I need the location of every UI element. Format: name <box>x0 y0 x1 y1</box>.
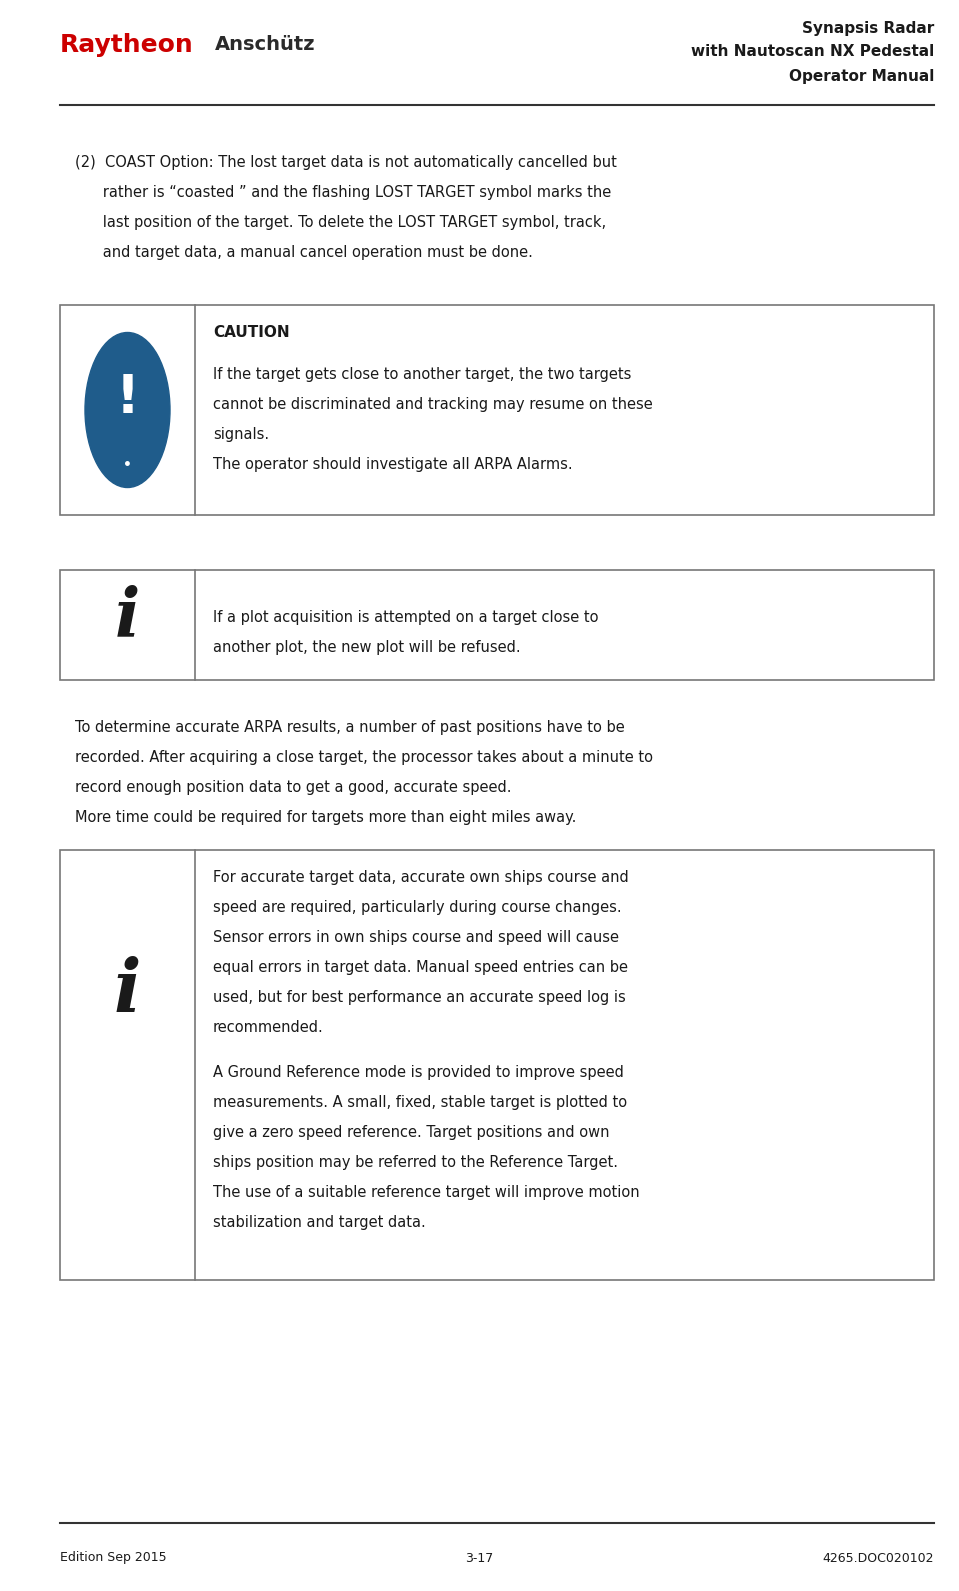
Text: Synapsis Radar: Synapsis Radar <box>802 21 934 35</box>
FancyBboxPatch shape <box>60 850 934 1281</box>
Text: used, but for best performance an accurate speed log is: used, but for best performance an accura… <box>213 990 626 1006</box>
Text: 3-17: 3-17 <box>465 1551 494 1564</box>
Text: A Ground Reference mode is provided to improve speed: A Ground Reference mode is provided to i… <box>213 1064 624 1080</box>
Text: More time could be required for targets more than eight miles away.: More time could be required for targets … <box>75 810 576 826</box>
Text: equal errors in target data. Manual speed entries can be: equal errors in target data. Manual spee… <box>213 959 628 975</box>
Text: •: • <box>123 458 132 473</box>
Text: 4265.DOC020102: 4265.DOC020102 <box>823 1551 934 1564</box>
Text: !: ! <box>115 372 139 423</box>
Text: another plot, the new plot will be refused.: another plot, the new plot will be refus… <box>213 640 521 655</box>
Text: recorded. After acquiring a close target, the processor takes about a minute to: recorded. After acquiring a close target… <box>75 749 653 765</box>
Text: record enough position data to get a good, accurate speed.: record enough position data to get a goo… <box>75 780 511 796</box>
Text: Operator Manual: Operator Manual <box>788 68 934 83</box>
Text: The use of a suitable reference target will improve motion: The use of a suitable reference target w… <box>213 1185 640 1200</box>
Text: give a zero speed reference. Target positions and own: give a zero speed reference. Target posi… <box>213 1125 610 1141</box>
Text: To determine accurate ARPA results, a number of past positions have to be: To determine accurate ARPA results, a nu… <box>75 721 624 735</box>
Text: i: i <box>114 956 141 1028</box>
Text: cannot be discriminated and tracking may resume on these: cannot be discriminated and tracking may… <box>213 398 653 412</box>
Text: stabilization and target data.: stabilization and target data. <box>213 1216 426 1230</box>
Text: Sensor errors in own ships course and speed will cause: Sensor errors in own ships course and sp… <box>213 931 619 945</box>
Text: and target data, a manual cancel operation must be done.: and target data, a manual cancel operati… <box>75 245 533 259</box>
Ellipse shape <box>85 333 170 487</box>
Text: rather is “coasted ” and the flashing LOST TARGET symbol marks the: rather is “coasted ” and the flashing LO… <box>75 185 611 200</box>
Text: measurements. A small, fixed, stable target is plotted to: measurements. A small, fixed, stable tar… <box>213 1095 627 1111</box>
Text: For accurate target data, accurate own ships course and: For accurate target data, accurate own s… <box>213 870 629 885</box>
Text: If the target gets close to another target, the two targets: If the target gets close to another targ… <box>213 368 631 382</box>
Text: Edition Sep 2015: Edition Sep 2015 <box>60 1551 167 1564</box>
Text: recommended.: recommended. <box>213 1020 324 1036</box>
Text: last position of the target. To delete the LOST TARGET symbol, track,: last position of the target. To delete t… <box>75 215 606 231</box>
Text: i: i <box>115 584 140 649</box>
FancyBboxPatch shape <box>60 305 934 515</box>
Text: CAUTION: CAUTION <box>213 325 290 340</box>
Text: Anschütz: Anschütz <box>215 35 316 54</box>
Text: The operator should investigate all ARPA Alarms.: The operator should investigate all ARPA… <box>213 457 573 473</box>
Text: If a plot acquisition is attempted on a target close to: If a plot acquisition is attempted on a … <box>213 609 598 625</box>
FancyBboxPatch shape <box>60 570 934 679</box>
Text: speed are required, particularly during course changes.: speed are required, particularly during … <box>213 901 621 915</box>
Text: (2)  COAST Option: The lost target data is not automatically cancelled but: (2) COAST Option: The lost target data i… <box>75 154 617 170</box>
Text: ships position may be referred to the Reference Target.: ships position may be referred to the Re… <box>213 1155 618 1169</box>
Text: with Nautoscan NX Pedestal: with Nautoscan NX Pedestal <box>690 45 934 59</box>
Text: Raytheon: Raytheon <box>60 33 194 57</box>
Text: signals.: signals. <box>213 426 269 442</box>
